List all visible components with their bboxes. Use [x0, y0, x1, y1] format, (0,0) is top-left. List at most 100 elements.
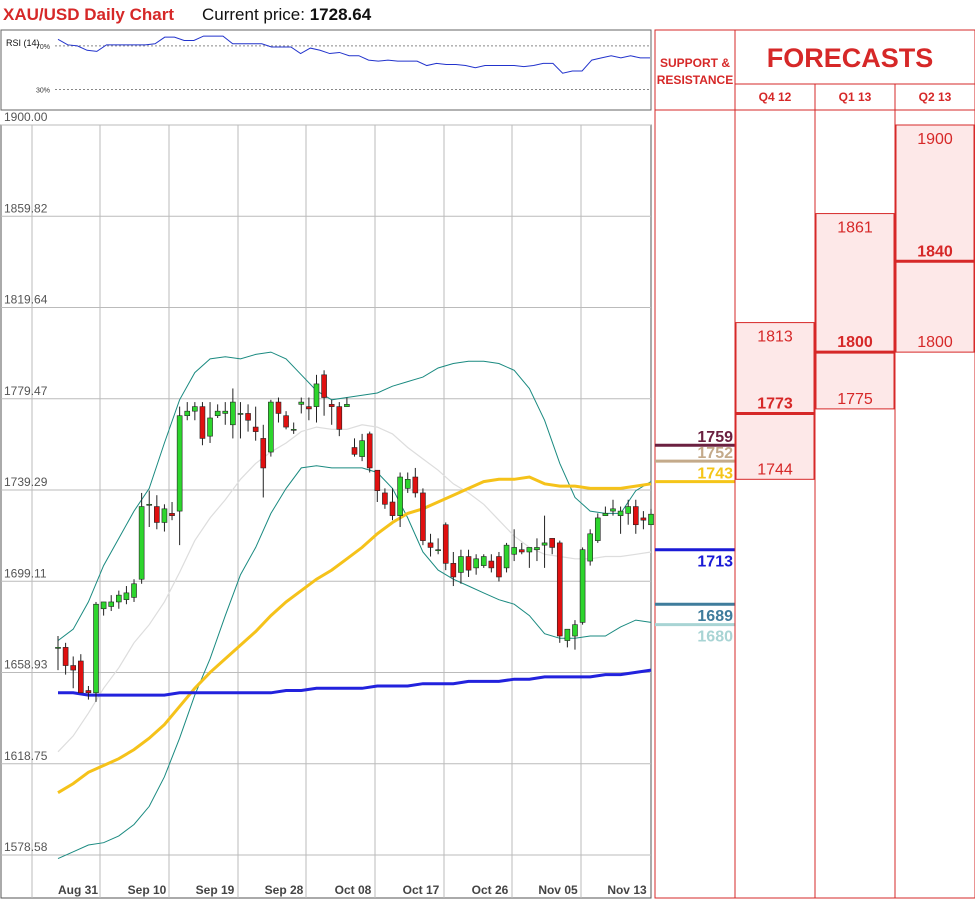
candle-body [632, 506, 639, 526]
candle-body [85, 690, 92, 694]
candle-body [594, 517, 601, 541]
candle-body [131, 583, 137, 598]
candle-body [290, 429, 297, 431]
forecast-high-value: 1813 [757, 329, 793, 346]
forecast-low-value: 1800 [917, 334, 953, 351]
candle-body [116, 594, 122, 603]
y-tick-label: 1859.82 [4, 201, 48, 215]
forecast-column-header [814, 83, 896, 111]
candle-body [526, 547, 533, 553]
candle-body [245, 413, 251, 421]
candle-body [397, 476, 403, 516]
x-tick-label: Nov 13 [607, 883, 647, 897]
chart-title: XAU/USD Daily Chart [3, 5, 174, 24]
candle-body [260, 438, 267, 469]
y-tick-label: 1699.11 [4, 566, 47, 580]
candle-body [572, 624, 578, 637]
forecast-column-label: Q4 12 [759, 90, 792, 104]
forecast-range-box [895, 124, 975, 353]
sr-header-line1: SUPPORT & [660, 56, 730, 70]
candle-body [62, 647, 69, 666]
forecast-low-value: 1744 [757, 461, 793, 478]
candle-body [496, 556, 502, 578]
forecast-column-body [734, 109, 816, 899]
sr-level-label: 1759 [697, 429, 733, 446]
candle-body [359, 440, 365, 457]
chart-frames [0, 29, 652, 899]
x-tick-label: Sep 28 [265, 883, 304, 897]
candle-body [336, 406, 343, 430]
candle-body [549, 538, 555, 548]
candle-body [503, 544, 510, 569]
rsi-frame [0, 29, 652, 111]
rsi-line [57, 35, 650, 74]
candle-body [70, 665, 77, 671]
candle-body [366, 433, 373, 469]
bollinger-upper-line [57, 351, 652, 641]
indicator-lines [57, 351, 652, 860]
sr-header-box [654, 29, 736, 111]
candle-body [298, 401, 305, 405]
price-plot-frame [0, 124, 652, 899]
candle-body [534, 547, 540, 551]
candle-body [420, 492, 426, 541]
candle-body [640, 517, 647, 521]
candle-body [465, 556, 472, 571]
forecast-column-label: Q2 13 [919, 90, 952, 104]
candle-body [78, 660, 84, 694]
candle-body [617, 510, 624, 516]
candle-body [602, 513, 609, 516]
rsi-lower-label: 30% [36, 88, 50, 95]
candle-body [648, 513, 654, 526]
candle-body [222, 410, 229, 414]
candle-body [230, 401, 236, 426]
candle-body [518, 549, 525, 553]
y-tick-label: 1618.75 [4, 749, 48, 763]
candle-body [610, 508, 616, 512]
chart-header: XAU/USD Daily Chart Current price: 1728.… [0, 0, 650, 30]
candle-body [473, 558, 479, 569]
y-tick-label: 1779.47 [4, 384, 48, 398]
y-tick-label: 1739.29 [4, 475, 48, 489]
axis-ticks: 1900.00 1859.82 1819.64 1779.47 1739.29 1699.… [4, 110, 647, 897]
candle-body [374, 469, 381, 491]
candle-body [450, 563, 457, 578]
x-tick-label: Aug 31 [58, 883, 98, 897]
candle-body [556, 542, 563, 637]
rsi-upper-label: 70% [36, 44, 50, 51]
forecast-title: FORECASTS [767, 43, 934, 73]
forecast-range-box [735, 322, 815, 480]
candle-body [283, 415, 289, 428]
forecast-mid-value: 1773 [757, 395, 793, 412]
ma-200-line [58, 668, 652, 697]
candle-body [138, 506, 145, 580]
candle-body [169, 513, 175, 516]
candle-body [146, 503, 153, 506]
candle-body [207, 417, 213, 437]
candle-body [511, 547, 517, 555]
candle-body [55, 647, 61, 649]
y-tick-label: 1819.64 [4, 293, 48, 307]
candle-body [313, 383, 320, 407]
candle-body [404, 479, 411, 489]
candle-body [93, 603, 99, 694]
candle-body [306, 406, 312, 410]
candle-body [252, 426, 259, 432]
candles [55, 370, 654, 702]
rsi-panel: RSI (14)70% 30% [6, 35, 650, 95]
sr-level-label: 1713 [697, 554, 733, 571]
candle-body [108, 601, 115, 607]
bollinger-lower-line [57, 465, 652, 860]
current-price-value: 1728.64 [309, 5, 372, 24]
forecast-low-value: 1775 [837, 391, 873, 408]
candle-body [435, 549, 441, 552]
sr-header-line2: RESISTANCE [657, 73, 733, 87]
rsi-label: RSI (14) [6, 38, 40, 48]
candle-body [442, 524, 449, 564]
candle-body [214, 410, 221, 417]
candle-body [275, 401, 282, 414]
candle-body [458, 556, 464, 573]
candle-body [625, 506, 631, 514]
candle-body [321, 374, 327, 398]
x-tick-label: Sep 10 [128, 883, 167, 897]
